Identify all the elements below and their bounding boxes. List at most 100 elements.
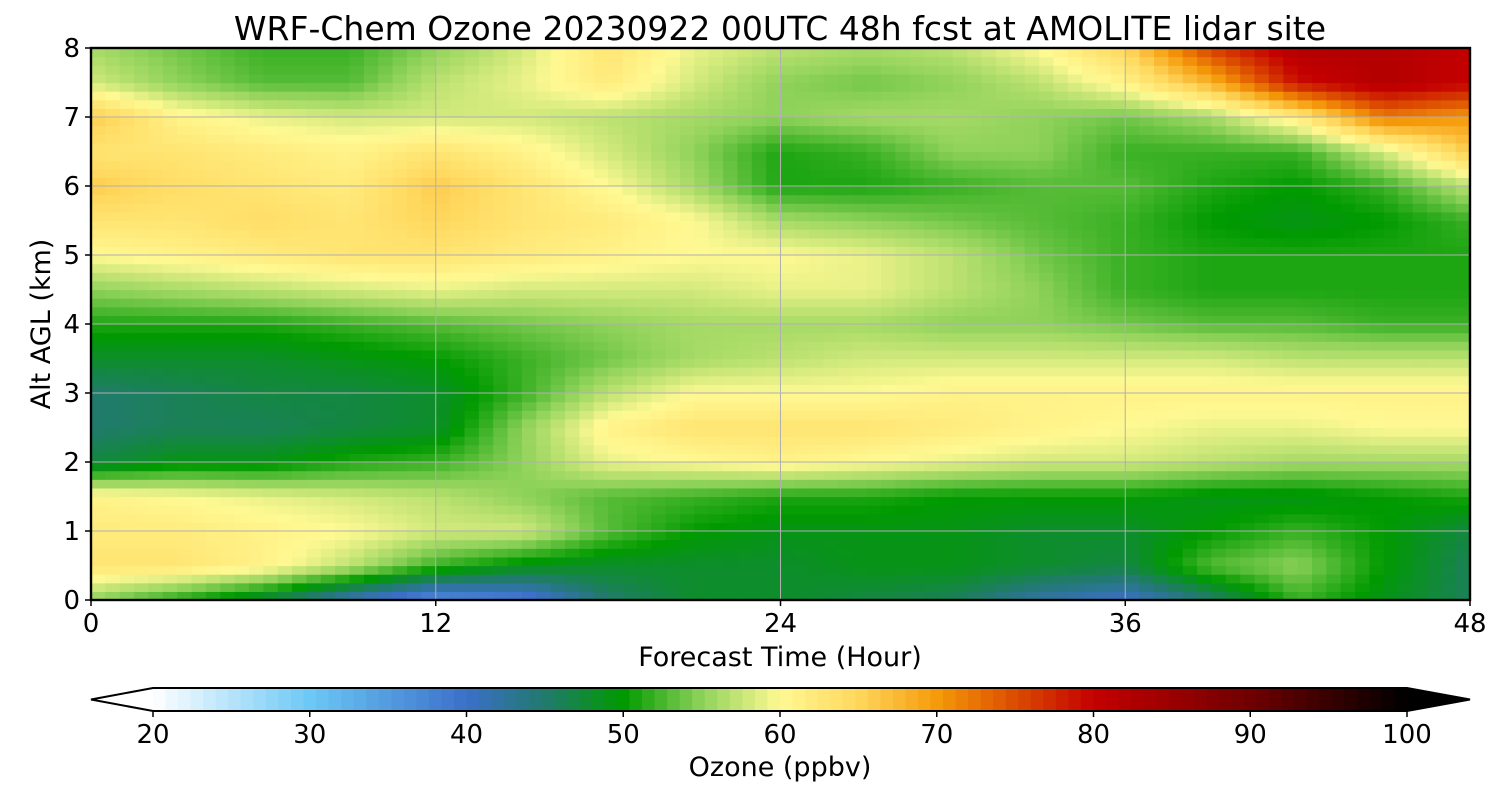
- heatmap-cell: [608, 341, 624, 351]
- heatmap-cell: [1039, 556, 1055, 567]
- heatmap-cell: [809, 229, 825, 239]
- heatmap-cell: [1168, 168, 1184, 178]
- heatmap-cell: [1024, 582, 1040, 592]
- heatmap-cell: [507, 341, 523, 351]
- heatmap-cell: [737, 384, 753, 394]
- heatmap-cell: [392, 531, 408, 541]
- heatmap-cell: [550, 591, 566, 600]
- heatmap-cell: [837, 479, 853, 489]
- heatmap-cell: [1182, 367, 1198, 377]
- heatmap-cell: [148, 470, 164, 480]
- heatmap-cell: [1110, 272, 1126, 282]
- heatmap-cell: [263, 410, 279, 420]
- heatmap-cell: [450, 548, 466, 558]
- heatmap-cell: [823, 505, 839, 515]
- heatmap-cell: [952, 393, 968, 403]
- heatmap-cell: [579, 48, 595, 58]
- heatmap-cell: [751, 531, 767, 541]
- heatmap-cell: [1039, 151, 1055, 161]
- heatmap-cell: [119, 332, 135, 342]
- heatmap-cell: [349, 470, 365, 480]
- heatmap-cell: [507, 410, 523, 420]
- heatmap-cell: [205, 73, 221, 84]
- heatmap-cell: [694, 56, 710, 66]
- heatmap-cell: [608, 505, 624, 515]
- heatmap-cell: [751, 56, 767, 66]
- heatmap-cell: [665, 306, 681, 316]
- heatmap-cell: [407, 349, 422, 360]
- heatmap-cell: [636, 91, 652, 101]
- heatmap-cell: [263, 393, 279, 403]
- heatmap-cell: [1096, 548, 1112, 558]
- heatmap-cell: [407, 341, 422, 351]
- heatmap-cell: [234, 462, 250, 472]
- heatmap-cell: [148, 582, 164, 592]
- heatmap-cell: [1096, 263, 1112, 273]
- heatmap-cell: [493, 410, 509, 420]
- heatmap-cell: [306, 401, 322, 411]
- heatmap-cell: [694, 487, 710, 498]
- heatmap-cell: [363, 151, 379, 161]
- heatmap-cell: [1024, 255, 1040, 265]
- heatmap-cell: [536, 280, 552, 291]
- heatmap-cell: [679, 375, 695, 385]
- heatmap-cell: [694, 108, 710, 118]
- heatmap-cell: [981, 246, 997, 256]
- heatmap-cell: [392, 73, 408, 84]
- heatmap-cell: [177, 186, 193, 196]
- heatmap-cell: [679, 220, 695, 230]
- heatmap-cell: [1053, 548, 1069, 558]
- heatmap-cell: [162, 410, 178, 420]
- heatmap-cell: [306, 125, 322, 135]
- heatmap-cell: [852, 384, 868, 394]
- heatmap-cell: [723, 298, 738, 308]
- heatmap-cell: [723, 229, 738, 239]
- heatmap-cell: [679, 125, 695, 135]
- heatmap-cell: [881, 401, 897, 411]
- heatmap-cell: [909, 289, 925, 299]
- heatmap-cell: [565, 453, 580, 463]
- heatmap-cell: [191, 427, 207, 437]
- heatmap-cell: [91, 410, 106, 420]
- heatmap-cell: [292, 99, 308, 109]
- heatmap-cell: [938, 349, 954, 360]
- heatmap-cell: [1139, 280, 1155, 291]
- heatmap-cell: [881, 487, 897, 498]
- heatmap-cell: [464, 237, 480, 247]
- heatmap-cell: [1039, 341, 1055, 351]
- heatmap-cell: [234, 324, 250, 334]
- heatmap-cell: [191, 168, 207, 178]
- heatmap-cell: [708, 272, 724, 282]
- heatmap-cell: [162, 324, 178, 334]
- heatmap-cell: [622, 263, 638, 273]
- heatmap-cell: [1125, 306, 1141, 316]
- heatmap-cell: [909, 82, 925, 92]
- heatmap-cell: [263, 272, 279, 282]
- heatmap-cell: [1039, 539, 1055, 549]
- heatmap-cell: [636, 151, 652, 161]
- heatmap-cell: [536, 220, 552, 230]
- heatmap-cell: [392, 548, 408, 558]
- heatmap-cell: [1110, 229, 1126, 239]
- heatmap-cell: [363, 513, 379, 523]
- heatmap-cell: [536, 531, 552, 541]
- heatmap-cell: [1139, 341, 1155, 351]
- heatmap-cell: [105, 203, 121, 213]
- heatmap-cell: [320, 453, 336, 463]
- heatmap-cell: [349, 531, 365, 541]
- heatmap-cell: [521, 375, 537, 385]
- heatmap-cell: [349, 487, 365, 498]
- heatmap-cell: [1024, 91, 1040, 101]
- heatmap-cell: [809, 565, 825, 575]
- heatmap-cell: [881, 332, 897, 342]
- heatmap-cell: [435, 186, 451, 196]
- heatmap-cell: [119, 177, 135, 187]
- heatmap-cell: [651, 496, 667, 506]
- heatmap-cell: [1139, 315, 1155, 325]
- heatmap-cell: [148, 194, 164, 204]
- heatmap-cell: [478, 548, 494, 558]
- heatmap-cell: [220, 229, 236, 239]
- heatmap-cell: [521, 229, 537, 239]
- heatmap-cell: [521, 462, 537, 472]
- heatmap-cell: [435, 384, 451, 394]
